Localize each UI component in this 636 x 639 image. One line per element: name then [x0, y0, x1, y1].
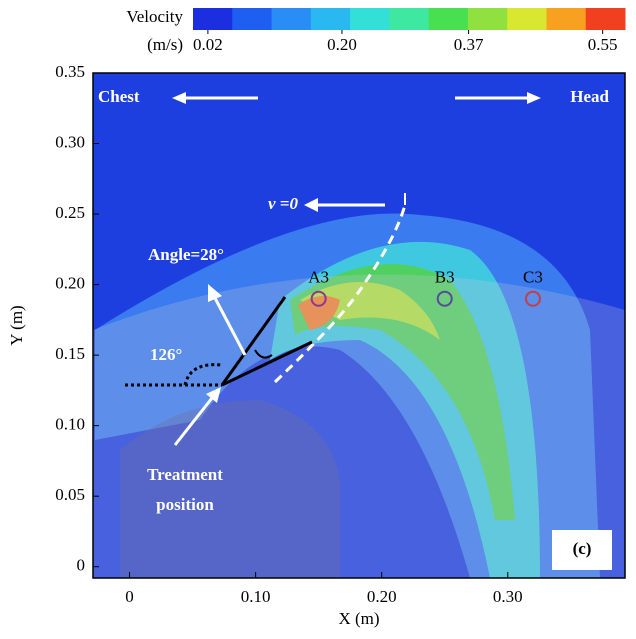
y-axis-label: Y (m)	[7, 305, 26, 345]
probe-point	[436, 290, 453, 307]
angle-arc	[183, 363, 223, 386]
y-tick-label: 0.35	[55, 62, 85, 81]
colorbar-tick-label: 0.02	[193, 35, 223, 54]
colorbar-swatch	[546, 8, 587, 30]
angle-arc	[254, 349, 273, 359]
colorbar-swatch	[350, 8, 390, 30]
y-tick-label: 0	[77, 556, 86, 575]
angle-line	[220, 296, 287, 386]
colorbar-swatch	[507, 8, 547, 30]
angle-line	[221, 340, 313, 387]
panel-box	[552, 530, 612, 570]
y-tick-label: 0.30	[55, 132, 85, 151]
x-tick-label: 0.10	[241, 587, 271, 606]
colorbar-swatch	[310, 8, 351, 30]
colorbar-swatch	[193, 8, 233, 30]
x-tick-label: 0	[125, 587, 134, 606]
x-tick-label: 0.30	[493, 587, 523, 606]
arrow-head	[527, 92, 541, 104]
x-tick-label: 0.20	[367, 587, 397, 606]
colorbar-unit: (m/s)	[147, 35, 183, 54]
arrow	[173, 397, 214, 446]
arrow-head	[172, 92, 186, 104]
annotation: Chest	[98, 87, 140, 106]
y-tick-label: 0.25	[55, 203, 85, 222]
contour-field	[93, 73, 625, 578]
probe-label: A3	[308, 268, 329, 287]
annotation: 126°	[150, 345, 182, 364]
colorbar-swatch	[271, 8, 312, 30]
probe-point	[524, 290, 541, 307]
annotation: v =0	[268, 194, 298, 213]
annotation: Treatment	[147, 465, 223, 484]
probe-label: C3	[523, 268, 543, 287]
colorbar-swatch	[428, 8, 469, 30]
y-tick-label: 0.10	[55, 415, 85, 434]
arrow-head	[304, 198, 318, 212]
plot-frame	[92, 72, 626, 579]
colorbar-tick-label: 0.55	[588, 35, 618, 54]
arrow-head	[208, 284, 222, 302]
annotation: Angle=28°	[148, 245, 224, 264]
colorbar-swatch	[389, 8, 430, 30]
colorbar-tick-label: 0.37	[454, 35, 484, 54]
y-tick-label: 0.15	[55, 344, 85, 363]
colorbar-title: Velocity	[126, 7, 183, 26]
arrow	[213, 297, 247, 356]
y-tick-label: 0.05	[55, 485, 85, 504]
colorbar-tick-label: 0.20	[327, 35, 357, 54]
y-tick-label: 0.20	[55, 273, 85, 292]
annotation: position	[156, 495, 214, 514]
arrow-head	[206, 387, 221, 403]
colorbar-swatch	[232, 8, 273, 30]
colorbar-swatch	[585, 8, 626, 30]
probe-label: B3	[435, 268, 455, 287]
colorbar-swatch	[467, 8, 508, 30]
probe-point	[310, 290, 327, 307]
x-axis-label: X (m)	[338, 609, 379, 628]
dashed-line	[273, 204, 407, 384]
panel-label: (c)	[573, 539, 592, 558]
annotation: Head	[570, 87, 609, 106]
